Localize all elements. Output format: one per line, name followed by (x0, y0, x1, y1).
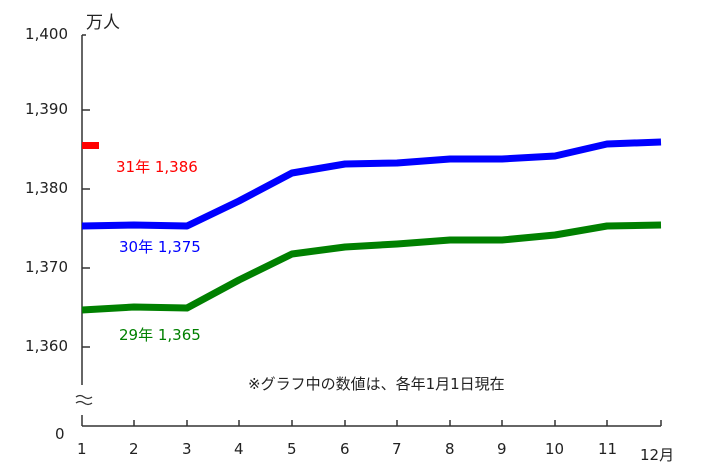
y-unit-label: 万人 (86, 13, 120, 33)
series-marker-h31 (82, 142, 99, 149)
footnote: ※グラフ中の数値は、各年1月1日現在 (248, 375, 505, 393)
x-tick-6: 6 (340, 440, 350, 458)
y-tick-1380: 1,380 (25, 179, 68, 197)
series-label-h29: 29年 1,365 (119, 326, 201, 344)
x-tick-10: 10 (545, 440, 565, 458)
y-tick-0: 0 (55, 425, 65, 443)
y-tick-1400: 1,400 (25, 25, 68, 43)
x-tick-7: 7 (392, 440, 402, 458)
series-label-h31: 31年 1,386 (116, 158, 198, 176)
axis-break-icon (75, 394, 93, 406)
series-line-h29 (81, 221, 662, 314)
x-tick-1: 1 (77, 440, 87, 458)
y-tick-1360: 1,360 (25, 337, 68, 355)
x-tick-5: 5 (287, 440, 297, 458)
x-tick-2: 2 (129, 440, 139, 458)
x-tick-8: 8 (445, 440, 455, 458)
y-tick-1390: 1,390 (25, 100, 68, 118)
x-tick-3: 3 (182, 440, 192, 458)
series-label-h30: 30年 1,375 (119, 238, 201, 256)
x-tick-12-month: 12月 (640, 446, 675, 464)
x-tick-4: 4 (234, 440, 244, 458)
x-axis (82, 420, 662, 427)
y-tick-1370: 1,370 (25, 258, 68, 276)
series-line-h30 (81, 138, 662, 230)
y-axis (81, 34, 90, 426)
x-tick-11: 11 (598, 440, 618, 458)
x-tick-9: 9 (497, 440, 507, 458)
